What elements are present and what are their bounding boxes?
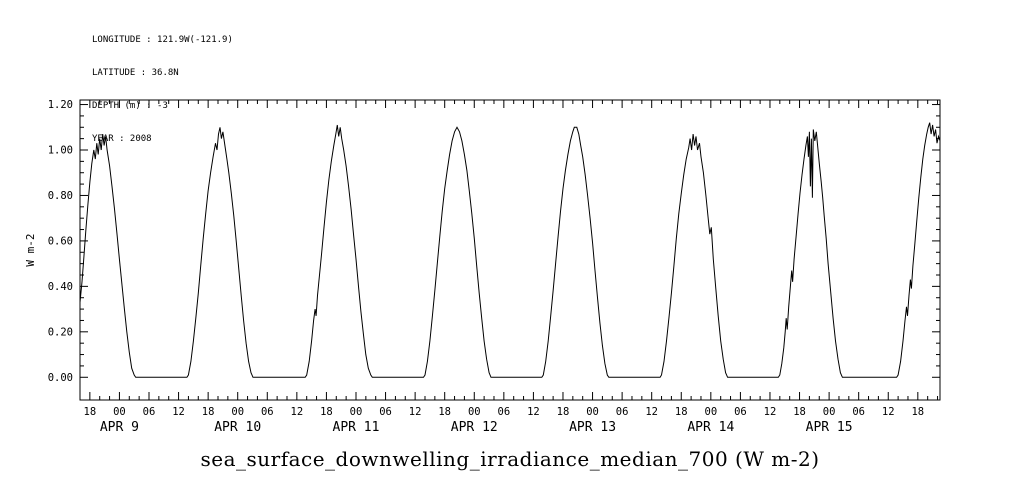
svg-text:0.40: 0.40 <box>48 281 73 293</box>
svg-text:12: 12 <box>527 406 540 418</box>
metadata-latitude: LATITUDE : 36.8N <box>92 68 179 78</box>
date-label: APR 15 <box>806 420 853 435</box>
svg-text:06: 06 <box>379 406 392 418</box>
svg-text:0.80: 0.80 <box>48 190 73 202</box>
svg-text:12: 12 <box>172 406 185 418</box>
svg-text:00: 00 <box>705 406 718 418</box>
svg-text:12: 12 <box>645 406 658 418</box>
date-label: APR 12 <box>451 420 498 435</box>
svg-text:12: 12 <box>882 406 895 418</box>
svg-text:06: 06 <box>261 406 274 418</box>
svg-text:0.00: 0.00 <box>48 372 73 384</box>
svg-text:18: 18 <box>675 406 688 418</box>
svg-text:06: 06 <box>498 406 511 418</box>
svg-text:18: 18 <box>438 406 451 418</box>
svg-text:06: 06 <box>734 406 747 418</box>
svg-text:00: 00 <box>231 406 244 418</box>
svg-text:00: 00 <box>586 406 599 418</box>
svg-text:0.20: 0.20 <box>48 326 73 338</box>
svg-text:06: 06 <box>616 406 629 418</box>
date-label: APR 14 <box>687 420 734 435</box>
svg-text:1.20: 1.20 <box>48 99 73 111</box>
svg-text:18: 18 <box>202 406 215 418</box>
svg-text:18: 18 <box>911 406 924 418</box>
svg-text:12: 12 <box>409 406 422 418</box>
svg-text:12: 12 <box>764 406 777 418</box>
svg-text:06: 06 <box>852 406 865 418</box>
date-label: APR 11 <box>333 420 380 435</box>
date-label: APR 10 <box>214 420 261 435</box>
svg-text:06: 06 <box>143 406 156 418</box>
metadata-longitude: LONGITUDE : 121.9W(-121.9) <box>92 35 233 45</box>
date-label: APR 13 <box>569 420 616 435</box>
svg-text:00: 00 <box>468 406 481 418</box>
svg-text:0.60: 0.60 <box>48 235 73 247</box>
metadata-year: YEAR : 2008 <box>92 134 152 144</box>
svg-text:18: 18 <box>793 406 806 418</box>
irradiance-curve <box>80 122 940 378</box>
svg-text:00: 00 <box>823 406 836 418</box>
svg-text:00: 00 <box>113 406 126 418</box>
svg-text:00: 00 <box>350 406 363 418</box>
y-axis-label: W m-2 <box>24 233 37 266</box>
metadata-block: LONGITUDE : 121.9W(-121.9) LATITUDE : 36… <box>92 13 233 167</box>
svg-text:18: 18 <box>557 406 570 418</box>
metadata-depth: DEPTH (m) : -3 <box>92 101 168 111</box>
axis-tick-labels: 18 00 06 12 18 00 06 12 18 00 06 12 18 00 06 12 18 00 06 12… <box>24 99 924 435</box>
svg-text:18: 18 <box>84 406 97 418</box>
svg-text:12: 12 <box>291 406 304 418</box>
chart-title: sea_surface_downwelling_irradiance_media… <box>200 447 820 471</box>
date-label: APR 9 <box>100 420 139 435</box>
svg-text:18: 18 <box>320 406 333 418</box>
svg-text:1.00: 1.00 <box>48 145 73 157</box>
axes <box>79 99 941 401</box>
